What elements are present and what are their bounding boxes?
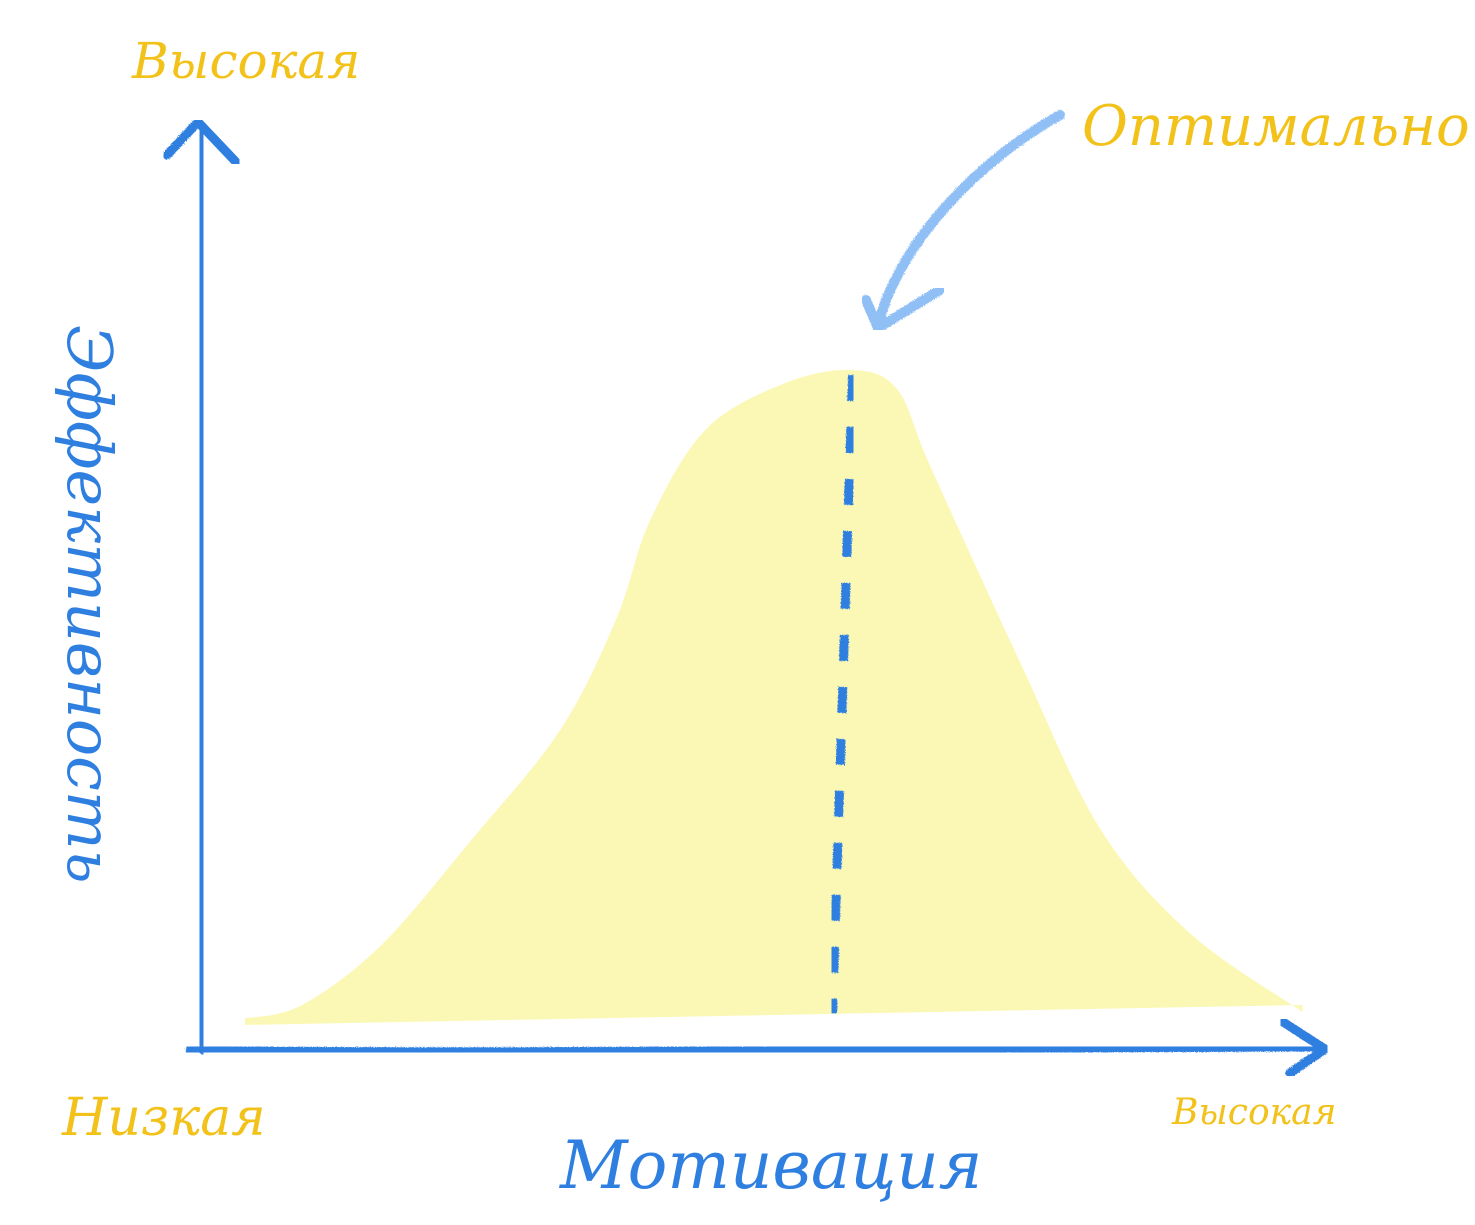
area-fill: [245, 369, 1303, 1025]
y-axis-title: Эффективность: [53, 325, 126, 883]
x-axis-title: Мотивация: [559, 1127, 982, 1204]
x-axis: [185, 1042, 1327, 1057]
y-high-label: Высокая: [131, 32, 360, 90]
annotation-arrow: [873, 110, 1065, 330]
x-low-label: Низкая: [61, 1088, 266, 1148]
x-axis-arrowhead: [1278, 1017, 1330, 1078]
y-axis-arrowhead: [162, 117, 241, 167]
optimum-line: [828, 374, 857, 1014]
y-axis: [195, 125, 208, 1055]
annotation-label: Оптимально: [1082, 94, 1470, 159]
annotation-arrowhead: [861, 285, 945, 333]
x-high-label: Высокая: [1171, 1092, 1336, 1133]
